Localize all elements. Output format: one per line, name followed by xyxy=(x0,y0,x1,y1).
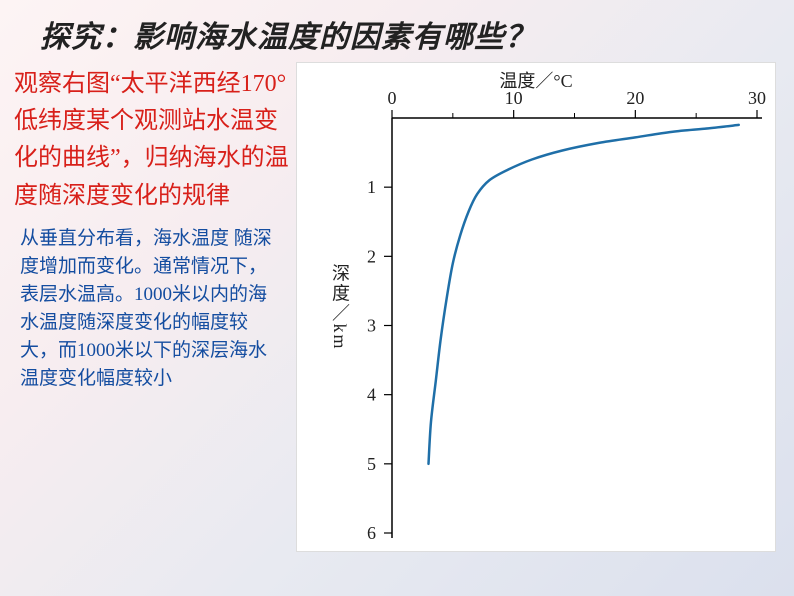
description-column: 观察右图“太平洋西经170°低纬度某个观测站水温变化的曲线”，归纳海水的温度随深… xyxy=(14,66,294,393)
y-axis-label: 深度／km xyxy=(327,263,353,350)
svg-text:1: 1 xyxy=(367,177,376,197)
chart-svg: 0102030123456 xyxy=(297,63,777,553)
svg-text:2: 2 xyxy=(367,246,376,266)
instruction-text: 观察右图“太平洋西经170°低纬度某个观测站水温变化的曲线”，归纳海水的温度随深… xyxy=(14,66,294,215)
svg-text:6: 6 xyxy=(367,523,376,543)
page-title: 探究：影响海水温度的因素有哪些？ xyxy=(40,12,536,56)
svg-text:5: 5 xyxy=(367,454,376,474)
x-axis-label: 温度／°C xyxy=(297,67,775,93)
temperature-depth-chart: 温度／°C 深度／km 0102030123456 xyxy=(296,62,776,552)
conclusion-text: 从垂直分布看，海水温度 随深度增加而变化。通常情况下，表层水温高。1000米以内… xyxy=(14,225,276,394)
svg-text:3: 3 xyxy=(367,316,376,336)
svg-text:4: 4 xyxy=(367,385,376,405)
